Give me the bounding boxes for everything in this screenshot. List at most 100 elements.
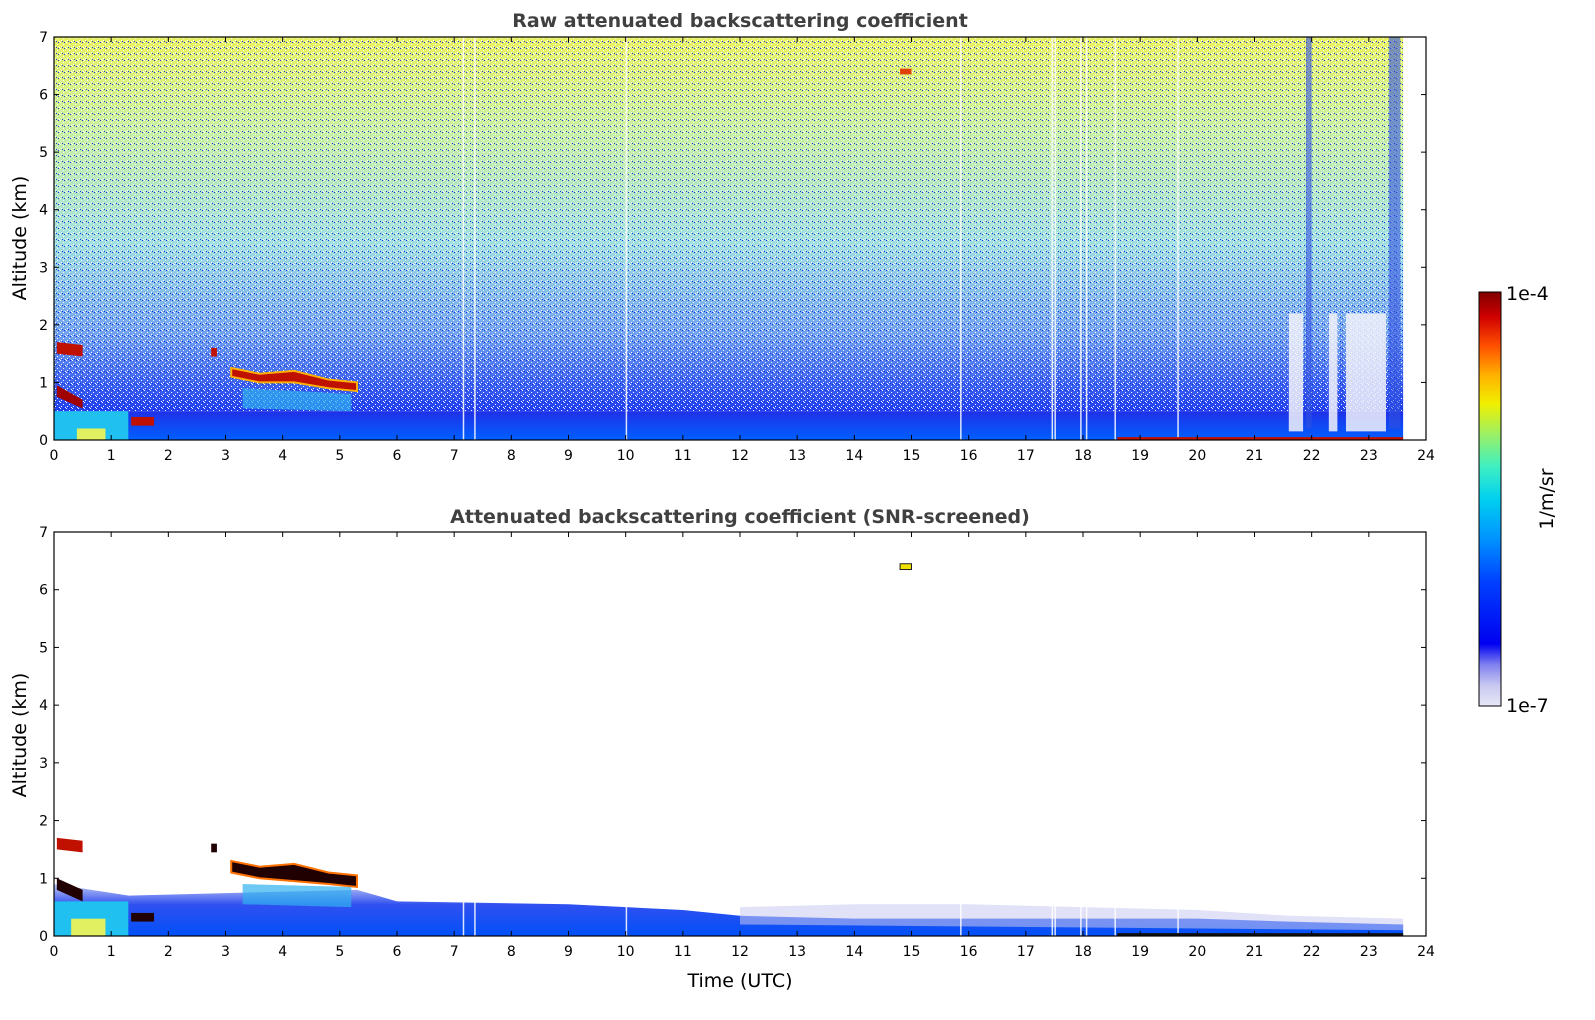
cloud-patch — [56, 837, 83, 853]
plot-area-screened — [54, 563, 1404, 936]
haze-layer — [740, 904, 1404, 931]
cloud-patch — [56, 385, 83, 409]
x-tick-label: 22 — [1303, 448, 1321, 464]
colorbar-max-label: 1e-4 — [1506, 283, 1549, 305]
y-tick-label: 0 — [39, 433, 48, 449]
x-tick-label: 10 — [617, 448, 635, 464]
x-tick-label: 0 — [50, 448, 59, 464]
x-tick-label: 11 — [674, 944, 692, 960]
x-tick-label: 3 — [221, 448, 230, 464]
x-tick-label: 14 — [845, 944, 863, 960]
data-gap — [960, 37, 962, 440]
cloud-layer — [230, 366, 358, 393]
y-ticks-raw: 0 1 2 3 4 5 6 7 — [39, 30, 1426, 449]
x-tick-label: 6 — [393, 944, 402, 960]
x-tick-label: 19 — [1131, 448, 1149, 464]
cloud-patch — [211, 843, 217, 853]
y-tick-label: 1 — [39, 871, 48, 887]
x-tick-label: 7 — [450, 944, 459, 960]
data-gap — [625, 37, 628, 440]
y-tick-label: 7 — [39, 525, 48, 541]
colorbar-gradient — [1478, 291, 1502, 707]
data-gap — [462, 37, 465, 440]
x-tick-label: 20 — [1188, 448, 1206, 464]
data-gap — [462, 901, 465, 936]
y-tick-label: 1 — [39, 375, 48, 391]
x-tick-label: 15 — [903, 448, 921, 464]
plot-area-raw — [54, 37, 1404, 440]
x-tick-label: 13 — [788, 944, 806, 960]
colorbar-min-label: 1e-7 — [1506, 695, 1549, 717]
x-tick-label: 21 — [1246, 944, 1264, 960]
y-tick-label: 7 — [39, 30, 48, 46]
y-axis-label-raw: Altitude (km) — [9, 176, 31, 301]
dense-column — [1388, 37, 1401, 429]
x-tick-label: 19 — [1131, 944, 1149, 960]
x-tick-label: 18 — [1074, 448, 1092, 464]
x-tick-label: 23 — [1360, 448, 1378, 464]
data-gap — [960, 901, 962, 936]
panel-screened: Attenuated backscattering coefficient (S… — [9, 506, 1435, 992]
x-tick-label: 18 — [1074, 944, 1092, 960]
y-ticks-screened: 0 1 2 3 4 5 6 7 — [39, 525, 1426, 945]
cloud-patch — [56, 342, 83, 357]
surface-aerosol-core — [71, 918, 106, 936]
clear-column — [1328, 313, 1338, 432]
x-ticks-screened: 0 1 2 3 4 5 6 7 8 9 10 11 12 13 14 15 16 17 18 19 20 21 22 23 24 — [50, 532, 1435, 960]
x-axis-label: Time (UTC) — [686, 970, 792, 992]
x-tick-label: 0 — [50, 944, 59, 960]
data-gap — [474, 901, 476, 936]
x-tick-label: 14 — [845, 448, 863, 464]
aerosol-patch — [899, 563, 912, 571]
surface-return — [1117, 437, 1404, 440]
dense-column — [1305, 37, 1312, 429]
x-tick-label: 9 — [564, 448, 573, 464]
x-tick-label: 6 — [393, 448, 402, 464]
cloud-base-virga — [242, 388, 352, 412]
data-gap — [1114, 901, 1116, 936]
boundary-layer — [54, 411, 1404, 440]
data-gap — [1177, 37, 1179, 440]
x-tick-label: 1 — [107, 944, 116, 960]
data-gap — [1085, 901, 1088, 936]
y-tick-label: 5 — [39, 145, 48, 161]
chart-title-raw: Raw attenuated backscattering coefficien… — [512, 10, 968, 32]
y-tick-label: 2 — [39, 814, 48, 830]
x-tick-label: 12 — [731, 944, 749, 960]
aerosol-patch — [900, 68, 912, 75]
x-tick-label: 5 — [335, 944, 344, 960]
data-gap — [1177, 901, 1179, 936]
x-tick-label: 4 — [278, 944, 287, 960]
x-tick-label: 16 — [960, 448, 978, 464]
x-tick-label: 2 — [164, 944, 173, 960]
x-tick-label: 2 — [164, 448, 173, 464]
cloud-patch — [131, 416, 155, 426]
chart-title-screened: Attenuated backscattering coefficient (S… — [450, 506, 1030, 528]
x-tick-label: 16 — [960, 944, 978, 960]
cloud-patch — [56, 878, 83, 902]
surface-return — [1117, 933, 1404, 936]
data-gap — [1051, 37, 1054, 440]
y-tick-label: 5 — [39, 640, 48, 656]
cloud-patch — [211, 347, 217, 357]
colorbar: 1e-4 1e-7 1/m/sr — [1478, 283, 1558, 717]
y-tick-label: 6 — [39, 88, 48, 104]
x-tick-label: 17 — [1017, 448, 1035, 464]
clear-column — [1288, 313, 1304, 432]
data-gap — [1114, 37, 1116, 440]
y-tick-label: 2 — [39, 318, 48, 334]
y-tick-label: 4 — [39, 203, 48, 219]
x-tick-label: 5 — [335, 448, 344, 464]
cloud-patch — [131, 912, 155, 922]
x-tick-label: 15 — [903, 944, 921, 960]
x-tick-label: 9 — [564, 944, 573, 960]
x-tick-label: 21 — [1246, 448, 1264, 464]
x-tick-label: 8 — [507, 448, 516, 464]
x-tick-label: 8 — [507, 944, 516, 960]
data-gap — [1054, 37, 1056, 440]
y-tick-label: 4 — [39, 698, 48, 714]
x-tick-label: 20 — [1188, 944, 1206, 960]
x-tick-label: 11 — [674, 448, 692, 464]
data-gap — [474, 37, 476, 440]
